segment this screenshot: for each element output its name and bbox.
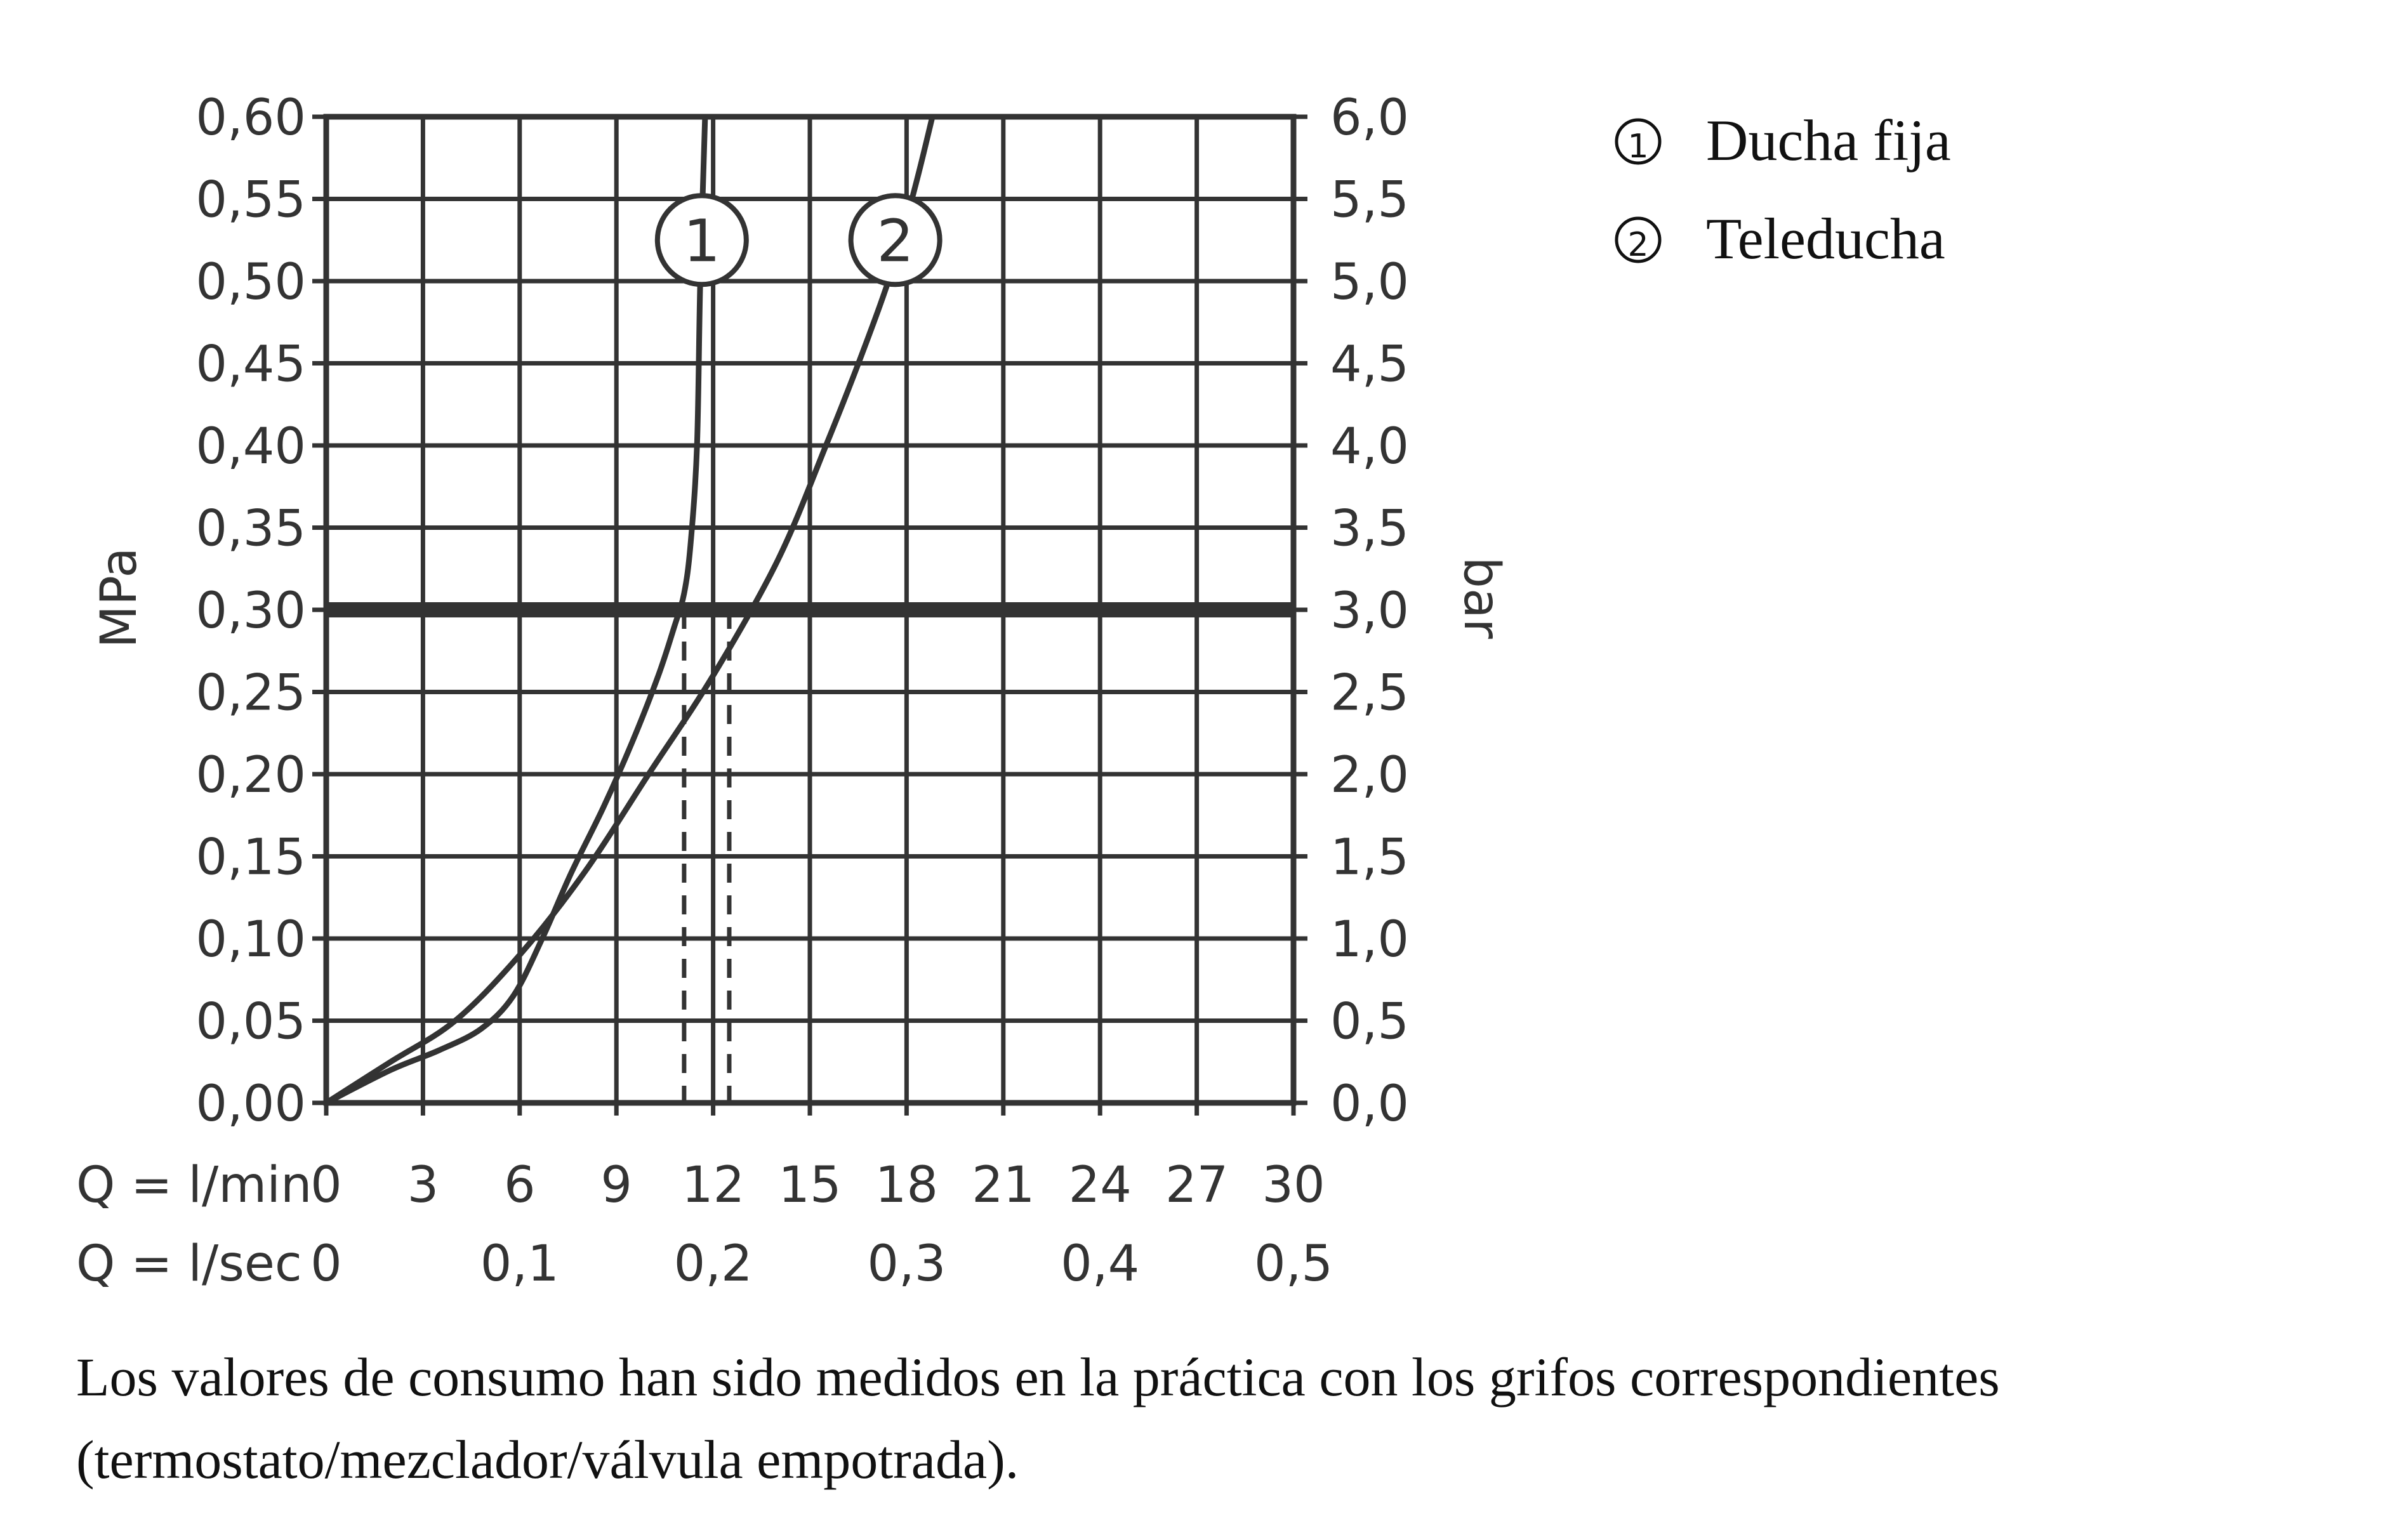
y-tick-label-right: 5,5 xyxy=(1330,172,1409,229)
x-tick-label-primary: 30 xyxy=(1262,1157,1325,1214)
series-marker-1-circle xyxy=(654,193,749,287)
series-marker-2-circle xyxy=(848,193,943,287)
y-tick-label-right: 1,5 xyxy=(1330,829,1409,886)
y-axis-title-right: bar xyxy=(1453,557,1510,639)
legend-marker-1-number: 1 xyxy=(1627,128,1648,166)
legend: 1 Ducha fija 2 Teleducha xyxy=(1615,108,1951,271)
x-tick-label-secondary: 0 xyxy=(310,1235,342,1293)
y-tick-label-left: 0,45 xyxy=(195,336,306,393)
x-tick-label-secondary: 0,4 xyxy=(1061,1235,1139,1293)
legend-item-2: 2 Teleducha xyxy=(1615,206,1945,271)
x-tick-label-secondary: 0,2 xyxy=(674,1235,753,1293)
y-tick-label-left: 0,50 xyxy=(195,254,306,311)
tick-labels: 0 3 6 9 12 15 18 21 24 27 300 0,1 0,2 0,3 0,4 0,50,00 0,… xyxy=(195,89,1409,1293)
footnote-line-2: (termostato/mezclador/válvula empotrada)… xyxy=(76,1429,1019,1490)
y-tick-label-left: 0,15 xyxy=(195,829,306,886)
footnote-line-1: Los valores de consumo han sido medidos … xyxy=(76,1347,2000,1407)
legend-marker-2-number: 2 xyxy=(1627,226,1648,264)
x-tick-label-primary: 9 xyxy=(600,1157,632,1214)
legend-marker-1-icon xyxy=(1615,118,1662,165)
chart-axes xyxy=(312,114,1307,1116)
x-tick-label-primary: 15 xyxy=(778,1157,841,1214)
y-tick-label-left: 0,55 xyxy=(195,172,306,229)
y-tick-label-left: 0,60 xyxy=(195,89,306,147)
series-marker-1-label: 1 xyxy=(684,207,721,275)
y-tick-label-right: 2,5 xyxy=(1330,665,1409,722)
y-axis-title-left: MPa xyxy=(91,548,148,649)
x-tick-label-primary: 18 xyxy=(875,1157,938,1214)
x-tick-label-primary: 0 xyxy=(310,1157,342,1214)
legend-label-2: Teleducha xyxy=(1706,206,1945,271)
x-unit-primary-label: Q = l/min xyxy=(76,1157,312,1214)
legend-marker-2-icon xyxy=(1615,216,1662,263)
series-marker-2-label: 2 xyxy=(877,207,914,275)
y-tick-label-left: 0,10 xyxy=(195,911,306,968)
y-tick-label-left: 0,25 xyxy=(195,665,306,722)
y-tick-label-right: 6,0 xyxy=(1330,89,1409,147)
y-tick-label-left: 0,40 xyxy=(195,418,306,475)
x-tick-label-secondary: 0,1 xyxy=(480,1235,559,1293)
y-tick-label-right: 3,0 xyxy=(1330,583,1409,640)
legend-label-1: Ducha fija xyxy=(1706,108,1951,173)
y-tick-label-right: 3,5 xyxy=(1330,501,1409,558)
x-tick-label-secondary: 0,5 xyxy=(1254,1235,1333,1293)
dashed-drop-lines xyxy=(682,610,732,1103)
x-unit-secondary-label: Q = l/sec xyxy=(76,1235,302,1293)
y-tick-label-right: 4,5 xyxy=(1330,336,1409,393)
series-line-1 xyxy=(323,114,708,1106)
y-tick-label-right: 1,0 xyxy=(1330,911,1409,968)
y-tick-label-right: 4,0 xyxy=(1330,418,1409,475)
y-tick-label-right: 2,0 xyxy=(1330,747,1409,804)
x-tick-label-primary: 3 xyxy=(407,1157,439,1214)
y-tick-label-left: 0,35 xyxy=(195,501,306,558)
y-tick-label-left: 0,05 xyxy=(195,994,306,1051)
legend-item-1: 1 Ducha fija xyxy=(1615,108,1951,173)
x-tick-label-primary: 12 xyxy=(682,1157,744,1214)
y-tick-label-left: 0,00 xyxy=(195,1076,306,1133)
x-tick-label-primary: 21 xyxy=(972,1157,1035,1214)
plot-frame xyxy=(323,114,1297,1106)
y-tick-label-left: 0,20 xyxy=(195,747,306,804)
y-tick-label-left: 0,30 xyxy=(195,583,306,640)
y-tick-label-right: 0,0 xyxy=(1330,1076,1409,1133)
x-tick-label-primary: 27 xyxy=(1165,1157,1228,1214)
x-tick-label-secondary: 0,3 xyxy=(867,1235,946,1293)
x-tick-label-primary: 24 xyxy=(1069,1157,1132,1214)
y-tick-label-right: 0,5 xyxy=(1330,994,1409,1051)
x-tick-label-primary: 6 xyxy=(504,1157,536,1214)
y-tick-label-right: 5,0 xyxy=(1330,254,1409,311)
